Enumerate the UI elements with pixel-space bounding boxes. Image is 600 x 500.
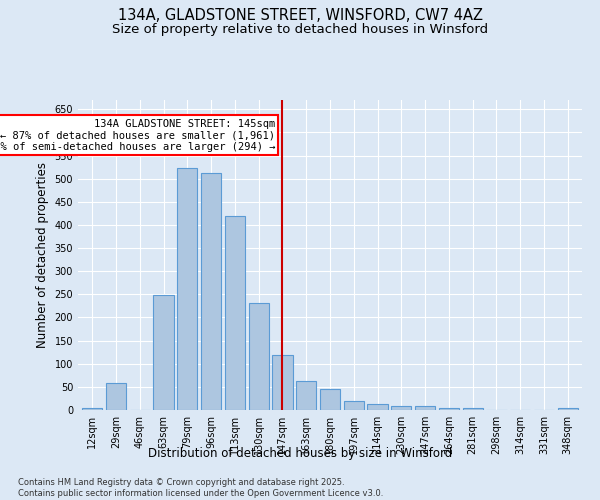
- Bar: [225, 216, 245, 410]
- Bar: [82, 408, 103, 410]
- Text: Contains HM Land Registry data © Crown copyright and database right 2025.
Contai: Contains HM Land Registry data © Crown c…: [18, 478, 383, 498]
- Bar: [463, 408, 483, 410]
- Bar: [439, 408, 459, 410]
- Bar: [154, 296, 173, 410]
- Bar: [177, 168, 197, 410]
- Bar: [391, 406, 412, 410]
- Y-axis label: Number of detached properties: Number of detached properties: [36, 162, 49, 348]
- Text: Distribution of detached houses by size in Winsford: Distribution of detached houses by size …: [148, 448, 452, 460]
- Bar: [201, 173, 221, 410]
- Text: 134A, GLADSTONE STREET, WINSFORD, CW7 4AZ: 134A, GLADSTONE STREET, WINSFORD, CW7 4A…: [118, 8, 482, 22]
- Text: 134A GLADSTONE STREET: 145sqm
← 87% of detached houses are smaller (1,961)
13% o: 134A GLADSTONE STREET: 145sqm ← 87% of d…: [0, 118, 275, 152]
- Text: Size of property relative to detached houses in Winsford: Size of property relative to detached ho…: [112, 22, 488, 36]
- Bar: [320, 388, 340, 410]
- Bar: [106, 383, 126, 410]
- Bar: [248, 302, 269, 410]
- Bar: [367, 404, 388, 410]
- Bar: [272, 356, 293, 410]
- Bar: [344, 400, 364, 410]
- Bar: [296, 381, 316, 410]
- Bar: [415, 406, 435, 410]
- Bar: [557, 408, 578, 410]
